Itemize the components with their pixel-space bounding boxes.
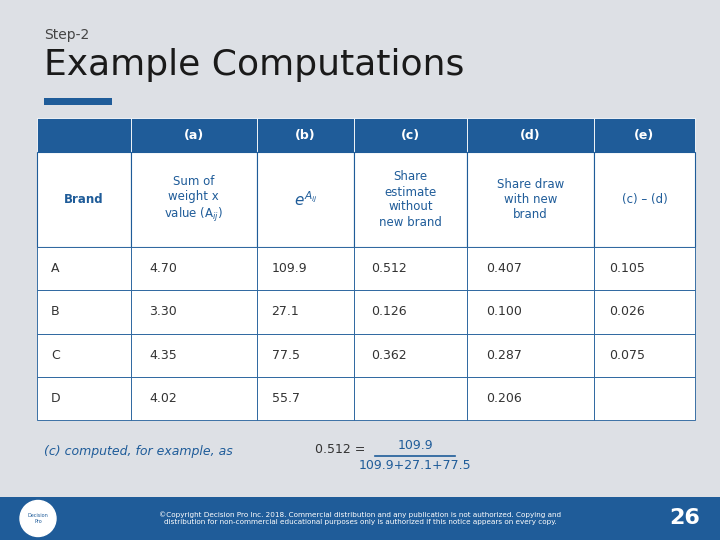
- FancyBboxPatch shape: [257, 152, 354, 247]
- Text: Share
estimate
without
new brand: Share estimate without new brand: [379, 171, 442, 228]
- Text: 4.70: 4.70: [150, 262, 177, 275]
- Text: Step-2: Step-2: [44, 28, 89, 42]
- FancyBboxPatch shape: [594, 247, 695, 291]
- Text: (e): (e): [634, 129, 654, 141]
- FancyBboxPatch shape: [467, 118, 594, 152]
- Text: 109.9+27.1+77.5: 109.9+27.1+77.5: [359, 459, 472, 472]
- FancyBboxPatch shape: [37, 118, 130, 152]
- Text: $e^{A_{ij}}$: $e^{A_{ij}}$: [294, 190, 318, 209]
- Text: 109.9: 109.9: [271, 262, 307, 275]
- Text: (d): (d): [520, 129, 541, 141]
- Text: D: D: [51, 392, 60, 405]
- Text: 4.02: 4.02: [150, 392, 177, 405]
- Text: (c): (c): [401, 129, 420, 141]
- FancyBboxPatch shape: [37, 291, 130, 334]
- Text: 4.35: 4.35: [150, 349, 177, 362]
- Text: 0.206: 0.206: [486, 392, 522, 405]
- FancyBboxPatch shape: [354, 118, 467, 152]
- FancyBboxPatch shape: [44, 98, 112, 105]
- Text: Share draw
with new
brand: Share draw with new brand: [497, 178, 564, 221]
- FancyBboxPatch shape: [594, 334, 695, 377]
- Text: Sum of
weight x
value (A$_{ij}$): Sum of weight x value (A$_{ij}$): [164, 176, 223, 224]
- FancyBboxPatch shape: [257, 291, 354, 334]
- Text: 3.30: 3.30: [150, 306, 177, 319]
- FancyBboxPatch shape: [37, 247, 130, 291]
- Text: 0.105: 0.105: [609, 262, 645, 275]
- FancyBboxPatch shape: [130, 118, 257, 152]
- Text: 77.5: 77.5: [271, 349, 300, 362]
- Text: (c) computed, for example, as: (c) computed, for example, as: [44, 445, 233, 458]
- Text: Decision
Pro: Decision Pro: [27, 513, 48, 524]
- FancyBboxPatch shape: [354, 152, 467, 247]
- Text: 26: 26: [669, 509, 700, 529]
- Circle shape: [20, 501, 56, 537]
- FancyBboxPatch shape: [354, 247, 467, 291]
- Text: 27.1: 27.1: [271, 306, 300, 319]
- Text: C: C: [51, 349, 60, 362]
- FancyBboxPatch shape: [467, 247, 594, 291]
- FancyBboxPatch shape: [467, 291, 594, 334]
- FancyBboxPatch shape: [130, 334, 257, 377]
- Text: 0.512: 0.512: [371, 262, 407, 275]
- FancyBboxPatch shape: [130, 152, 257, 247]
- Text: (b): (b): [295, 129, 316, 141]
- Text: 0.126: 0.126: [371, 306, 407, 319]
- Text: Example Computations: Example Computations: [44, 48, 464, 82]
- Text: 0.287: 0.287: [486, 349, 522, 362]
- FancyBboxPatch shape: [354, 377, 467, 420]
- FancyBboxPatch shape: [257, 247, 354, 291]
- FancyBboxPatch shape: [594, 377, 695, 420]
- FancyBboxPatch shape: [467, 377, 594, 420]
- FancyBboxPatch shape: [130, 247, 257, 291]
- FancyBboxPatch shape: [130, 291, 257, 334]
- Text: 0.026: 0.026: [609, 306, 644, 319]
- FancyBboxPatch shape: [594, 152, 695, 247]
- FancyBboxPatch shape: [130, 377, 257, 420]
- FancyBboxPatch shape: [594, 291, 695, 334]
- Text: 109.9: 109.9: [397, 439, 433, 452]
- FancyBboxPatch shape: [37, 152, 130, 247]
- FancyBboxPatch shape: [467, 334, 594, 377]
- FancyBboxPatch shape: [0, 497, 720, 540]
- Text: (a): (a): [184, 129, 204, 141]
- FancyBboxPatch shape: [37, 377, 130, 420]
- FancyBboxPatch shape: [257, 334, 354, 377]
- Text: 55.7: 55.7: [271, 392, 300, 405]
- Text: B: B: [51, 306, 60, 319]
- FancyBboxPatch shape: [594, 118, 695, 152]
- FancyBboxPatch shape: [354, 334, 467, 377]
- Text: 0.075: 0.075: [609, 349, 645, 362]
- Text: Brand: Brand: [64, 193, 104, 206]
- Text: 0.362: 0.362: [371, 349, 407, 362]
- Text: (c) – (d): (c) – (d): [621, 193, 667, 206]
- FancyBboxPatch shape: [467, 152, 594, 247]
- FancyBboxPatch shape: [257, 118, 354, 152]
- FancyBboxPatch shape: [354, 291, 467, 334]
- Text: 0.512 =: 0.512 =: [315, 443, 365, 456]
- Text: ©Copyright Decision Pro Inc. 2018. Commercial distribution and any publication i: ©Copyright Decision Pro Inc. 2018. Comme…: [159, 512, 561, 525]
- FancyBboxPatch shape: [257, 377, 354, 420]
- FancyBboxPatch shape: [37, 334, 130, 377]
- Text: 0.100: 0.100: [486, 306, 522, 319]
- Text: A: A: [51, 262, 60, 275]
- Text: 0.407: 0.407: [486, 262, 522, 275]
